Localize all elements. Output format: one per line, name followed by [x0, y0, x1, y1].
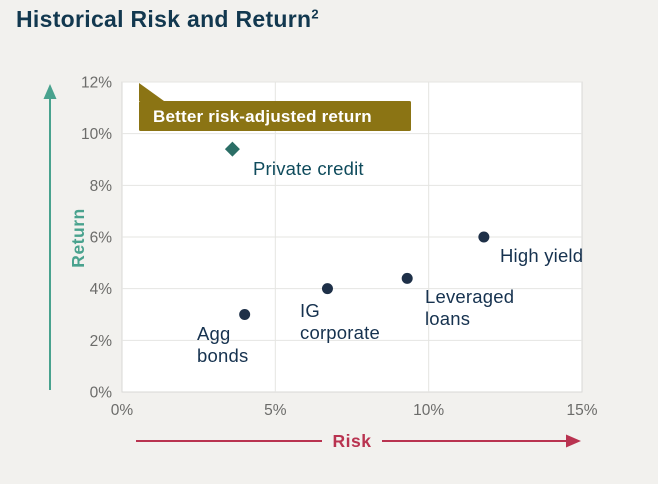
- high-yield-label: High yield: [500, 245, 583, 266]
- risk-arrow-head: [566, 434, 581, 448]
- private-credit-label: Private credit: [253, 158, 364, 179]
- return-arrow-head: [43, 84, 57, 99]
- agg-bonds-label: bonds: [197, 345, 248, 366]
- banner-rect: [139, 101, 411, 131]
- y-tick-label: 6%: [90, 230, 113, 247]
- risk-axis-label: Risk: [333, 431, 372, 451]
- page-title-text: Historical Risk and Return: [16, 6, 312, 32]
- ig-corporate-label: IG: [300, 300, 320, 321]
- x-tick-label: 5%: [264, 402, 287, 419]
- ig-corporate-label: corporate: [300, 322, 380, 343]
- return-axis-label: Return: [68, 208, 88, 267]
- private-credit-marker: [224, 141, 240, 157]
- agg-bonds-label: Agg: [197, 323, 231, 344]
- annotation-banner: Better risk-adjusted return: [139, 83, 411, 131]
- data-point-private-credit: Private credit: [224, 141, 364, 179]
- ig-corporate-marker: [321, 283, 333, 295]
- return-axis-arrow: Return: [43, 84, 88, 390]
- y-tick-label: 12%: [81, 75, 112, 92]
- banner-label: Better risk-adjusted return: [153, 107, 372, 126]
- y-tick-label: 10%: [81, 126, 112, 143]
- title-superscript: 2: [311, 6, 319, 22]
- x-tick-label: 0%: [111, 402, 134, 419]
- high-yield-marker: [478, 231, 490, 243]
- leveraged-loans-label: Leveraged: [425, 286, 514, 307]
- page-title: Historical Risk and Return2: [16, 6, 319, 33]
- y-tick-label: 0%: [90, 385, 113, 402]
- data-point-high-yield: High yield: [478, 231, 583, 266]
- leveraged-loans-label: loans: [425, 308, 470, 329]
- y-tick-label: 2%: [90, 333, 113, 350]
- leveraged-loans-marker: [401, 272, 413, 284]
- y-tick-label: 4%: [90, 281, 113, 298]
- agg-bonds-marker: [239, 309, 251, 320]
- x-tick-label: 10%: [413, 402, 444, 419]
- banner-tail: [139, 83, 164, 101]
- risk-axis-arrow: Risk: [136, 431, 581, 451]
- y-tick-label: 8%: [90, 178, 113, 195]
- x-tick-label: 15%: [566, 402, 597, 419]
